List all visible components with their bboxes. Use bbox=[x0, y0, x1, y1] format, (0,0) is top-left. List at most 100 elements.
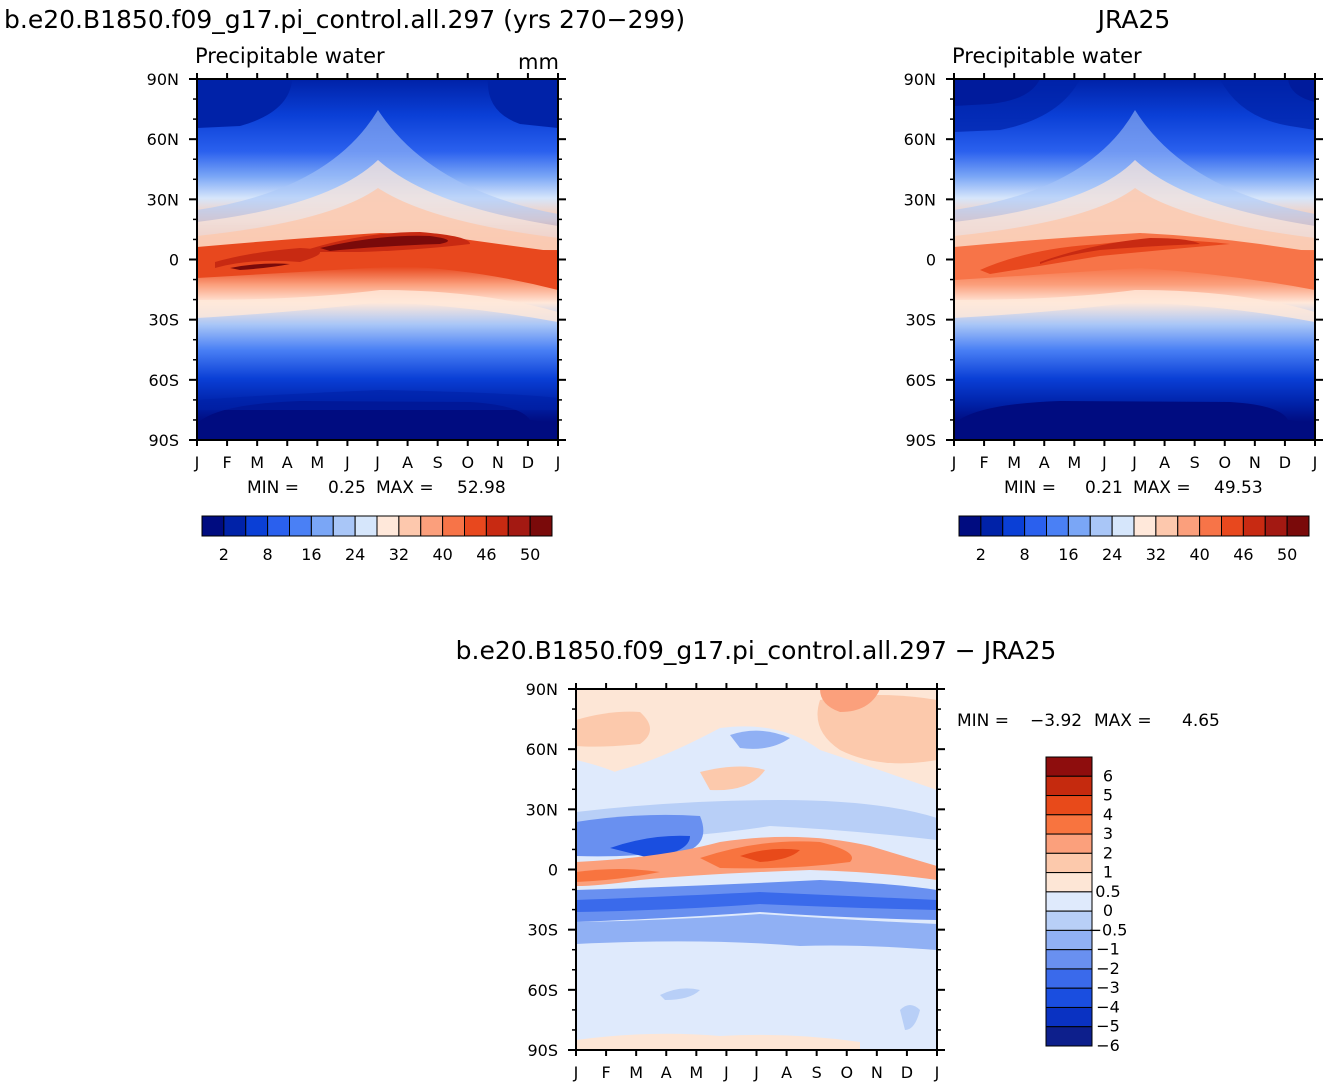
colorbar-box bbox=[464, 515, 487, 537]
panel-diff-y-labels: 90N 60N 30N 0 30S 60S 90S bbox=[526, 680, 558, 1060]
x-tick-label: S bbox=[433, 453, 443, 472]
y-tick-label: 90N bbox=[147, 70, 179, 89]
x-tick-label: J bbox=[934, 1063, 940, 1082]
panel-obs: JRA25 Precipitable water 90N 60N 30N 0 30S 60… bbox=[904, 5, 1323, 564]
x-tick-label: A bbox=[781, 1063, 792, 1082]
panel-obs-max-label: MAX = bbox=[1133, 478, 1191, 498]
x-tick-label: N bbox=[492, 453, 504, 472]
y-tick-label: 60N bbox=[526, 740, 558, 759]
colorbar-label: −6 bbox=[1096, 1036, 1120, 1055]
y-tick-label: 90N bbox=[526, 680, 558, 699]
y-tick-label: 30S bbox=[905, 311, 936, 330]
panel-obs-max-value: 49.53 bbox=[1214, 478, 1263, 498]
x-tick-label: A bbox=[1039, 453, 1050, 472]
colorbar-label: 4 bbox=[1103, 805, 1113, 824]
colorbar-label: 0.5 bbox=[1095, 882, 1120, 901]
panel-diff-field bbox=[576, 689, 937, 1050]
colorbar-box bbox=[507, 515, 531, 537]
colorbar-label: 2 bbox=[219, 545, 229, 564]
x-tick-label: O bbox=[461, 453, 474, 472]
x-tick-label: J bbox=[1101, 453, 1107, 472]
colorbar-box bbox=[1133, 515, 1157, 537]
colorbar-label: 50 bbox=[520, 545, 540, 564]
x-tick-label: A bbox=[402, 453, 413, 472]
colorbar-box bbox=[1046, 515, 1069, 537]
colorbar-label: 32 bbox=[1146, 545, 1166, 564]
colorbar-box bbox=[980, 515, 1004, 537]
colorbar-label: 8 bbox=[263, 545, 273, 564]
y-tick-label: 30S bbox=[148, 311, 179, 330]
colorbar-label: 24 bbox=[345, 545, 365, 564]
x-tick-label: F bbox=[979, 453, 988, 472]
panel-model-subtitle: Precipitable water bbox=[195, 44, 385, 68]
colorbar-label: −0.5 bbox=[1089, 920, 1128, 939]
panel-model-y-labels: 90N 60N 30N 0 30S 60S 90S bbox=[147, 70, 179, 450]
y-tick-label: 90S bbox=[148, 431, 179, 450]
x-tick-label: D bbox=[1279, 453, 1291, 472]
panel-diff-ticks bbox=[568, 683, 945, 1056]
colorbar-label: 2 bbox=[1103, 843, 1113, 862]
colorbar-label: 3 bbox=[1103, 824, 1113, 843]
colorbar-label: 40 bbox=[1189, 545, 1209, 564]
x-tick-label: J bbox=[194, 453, 200, 472]
x-tick-label: F bbox=[601, 1063, 610, 1082]
panel-obs-min-value: 0.21 bbox=[1085, 478, 1123, 498]
colorbar-label: 46 bbox=[1233, 545, 1253, 564]
panel-obs-colorbar: 2 8 16 24 32 40 46 50 bbox=[958, 515, 1310, 564]
colorbar-label: −4 bbox=[1096, 997, 1120, 1016]
colorbar-label: 16 bbox=[1058, 545, 1078, 564]
colorbar-box bbox=[267, 515, 290, 537]
y-tick-label: 30N bbox=[904, 190, 936, 209]
colorbar-box bbox=[958, 515, 982, 537]
colorbar-label: 2 bbox=[976, 545, 986, 564]
x-tick-label: O bbox=[840, 1063, 853, 1082]
panel-diff-max-label: MAX = bbox=[1094, 711, 1152, 731]
colorbar-box bbox=[1111, 515, 1135, 537]
colorbar-box bbox=[1045, 795, 1093, 816]
y-tick-label: 60S bbox=[527, 981, 558, 1000]
colorbar-label: 46 bbox=[476, 545, 496, 564]
colorbar-box bbox=[1045, 1026, 1093, 1047]
colorbar-box bbox=[1024, 515, 1047, 537]
colorbar-label: −1 bbox=[1096, 940, 1120, 959]
x-tick-label: J bbox=[573, 1063, 579, 1082]
x-tick-label: D bbox=[522, 453, 534, 472]
panel-obs-subtitle: Precipitable water bbox=[952, 44, 1142, 68]
colorbar-box bbox=[223, 515, 247, 537]
colorbar-box bbox=[1199, 515, 1222, 537]
colorbar-box bbox=[1221, 515, 1244, 537]
panel-diff-max-value: 4.65 bbox=[1182, 711, 1220, 731]
x-tick-label: J bbox=[951, 453, 957, 472]
x-tick-label: J bbox=[555, 453, 561, 472]
colorbar-box bbox=[1089, 515, 1113, 537]
y-tick-label: 0 bbox=[548, 861, 558, 880]
colorbar-box bbox=[310, 515, 334, 537]
colorbar-box bbox=[442, 515, 465, 537]
panel-obs-title: JRA25 bbox=[1096, 5, 1171, 34]
colorbar-box bbox=[1286, 515, 1310, 537]
y-tick-label: 90S bbox=[527, 1041, 558, 1060]
colorbar-box bbox=[485, 515, 509, 537]
y-tick-label: 30S bbox=[527, 921, 558, 940]
panel-model-title: b.e20.B1850.f09_g17.pi_control.all.297 (… bbox=[4, 5, 685, 34]
colorbar-box bbox=[1045, 814, 1093, 835]
colorbar-box bbox=[1264, 515, 1288, 537]
colorbar-label: 24 bbox=[1102, 545, 1122, 564]
colorbar-box bbox=[1045, 833, 1093, 854]
x-tick-label: F bbox=[222, 453, 231, 472]
panel-model-min-label: MIN = bbox=[247, 478, 299, 498]
panel-obs-y-labels: 90N 60N 30N 0 30S 60S 90S bbox=[904, 70, 936, 450]
y-tick-label: 60S bbox=[905, 371, 936, 390]
colorbar-box bbox=[1045, 949, 1093, 970]
colorbar-label: 40 bbox=[432, 545, 452, 564]
panel-obs-field bbox=[954, 79, 1315, 440]
colorbar-box bbox=[1067, 515, 1091, 537]
panel-diff-min-label: MIN = bbox=[957, 711, 1009, 731]
panel-model-min-value: 0.25 bbox=[328, 478, 366, 498]
colorbar-label: 32 bbox=[389, 545, 409, 564]
colorbar-box bbox=[1045, 968, 1093, 989]
colorbar-label: 50 bbox=[1277, 545, 1297, 564]
x-tick-label: M bbox=[250, 453, 264, 472]
panel-obs-ticks bbox=[946, 73, 1323, 446]
colorbar-box bbox=[376, 515, 400, 537]
